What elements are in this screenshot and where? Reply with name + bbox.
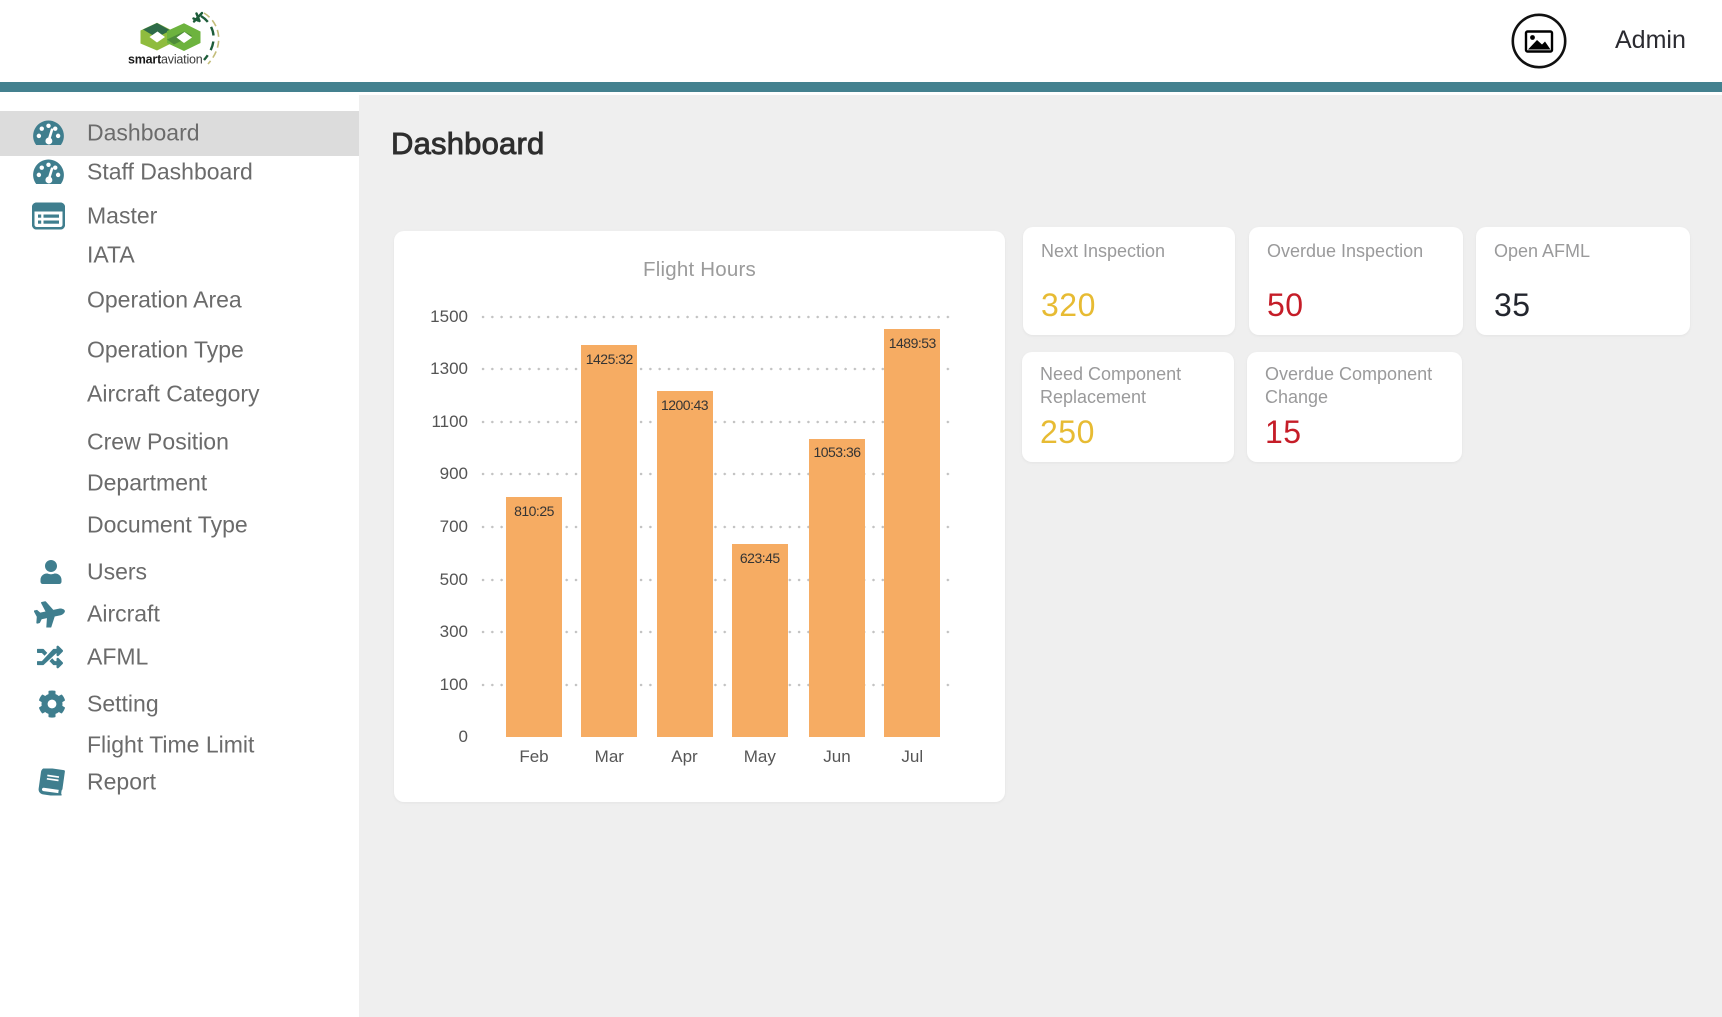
svg-text:smartaviation: smartaviation — [128, 53, 203, 67]
